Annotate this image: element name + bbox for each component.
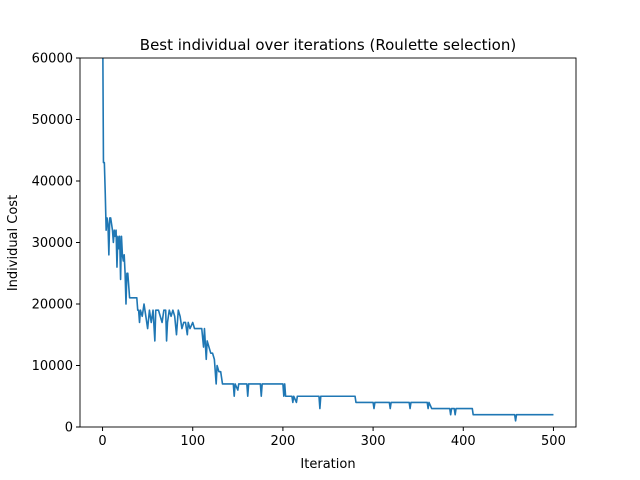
x-tick-label: 200	[270, 434, 295, 449]
data-line	[102, 58, 554, 422]
x-axis-label: Iteration	[300, 457, 355, 472]
y-tick-label: 50000	[32, 113, 73, 128]
x-tick-label: 500	[541, 434, 566, 449]
x-tick-label: 400	[451, 434, 476, 449]
plot-area	[102, 58, 554, 422]
y-tick-label: 10000	[32, 359, 73, 374]
y-tick-label: 20000	[32, 298, 73, 313]
chart-title: Best individual over iterations (Roulett…	[140, 36, 516, 54]
x-tick-label: 0	[98, 434, 106, 449]
y-tick-label: 30000	[32, 236, 73, 251]
y-tick-label: 40000	[32, 175, 73, 190]
axes-frame	[79, 57, 577, 428]
x-tick-label: 100	[180, 434, 205, 449]
y-tick-label: 0	[65, 421, 73, 436]
y-tick-label: 60000	[32, 52, 73, 67]
x-tick-label: 300	[361, 434, 386, 449]
y-axis-label: Individual Cost	[6, 195, 21, 291]
